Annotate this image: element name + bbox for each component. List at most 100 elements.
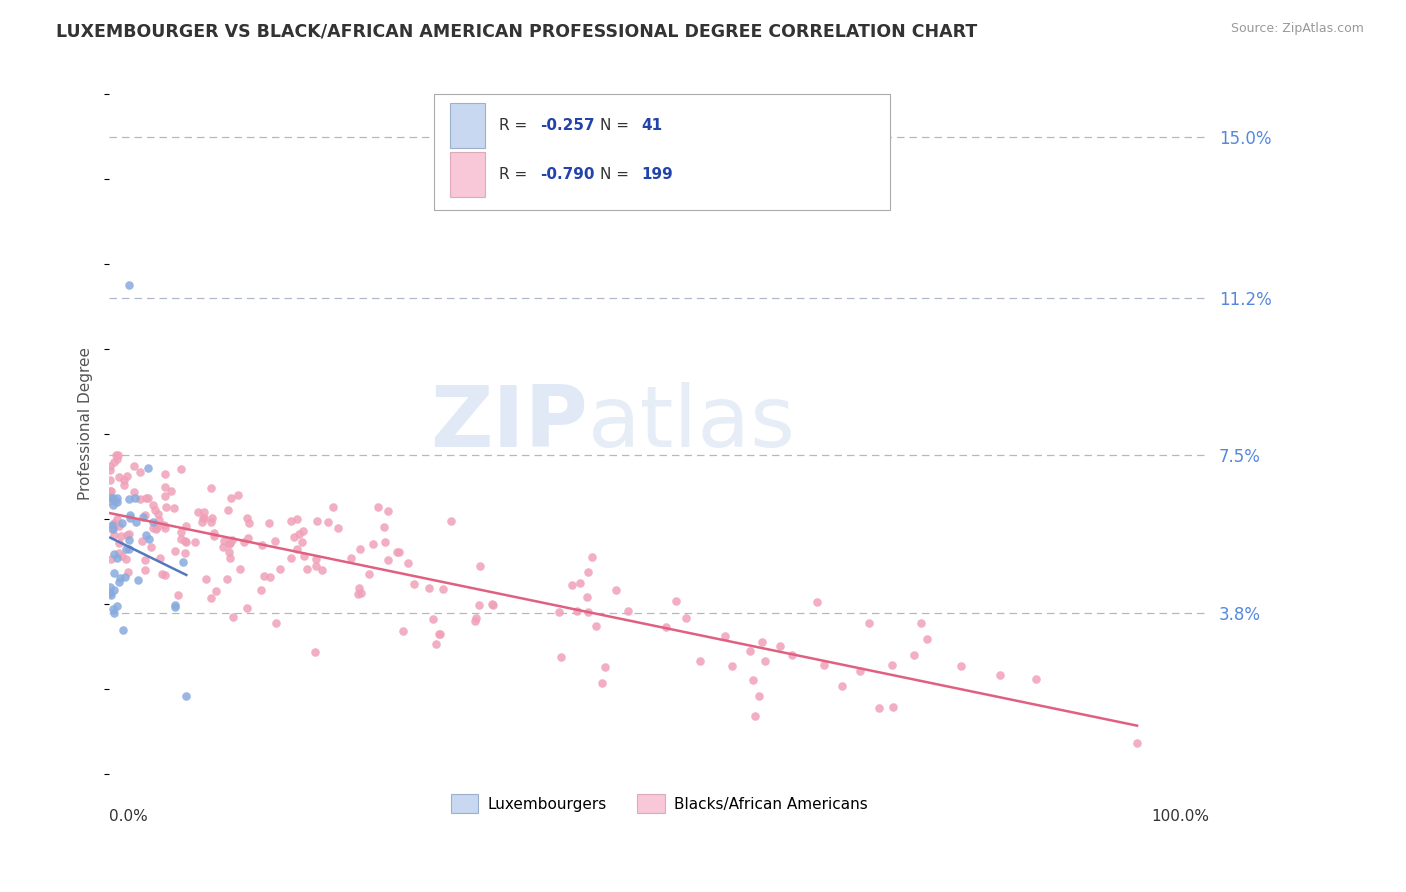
Point	[101, 498, 124, 512]
Point	[103, 566, 125, 580]
Point	[714, 629, 737, 643]
Point	[219, 535, 242, 549]
Point	[581, 549, 603, 564]
FancyBboxPatch shape	[450, 103, 485, 148]
Point	[118, 278, 141, 293]
Point	[754, 654, 776, 668]
Point	[910, 616, 932, 631]
Point	[285, 542, 308, 557]
Point	[468, 558, 491, 573]
Point	[396, 556, 419, 570]
Point	[211, 541, 233, 555]
Point	[173, 533, 195, 548]
Point	[134, 553, 156, 567]
Point	[129, 492, 152, 507]
Point	[304, 645, 326, 659]
Point	[288, 527, 311, 541]
Point	[280, 550, 302, 565]
Point	[236, 532, 259, 546]
Point	[142, 516, 165, 530]
Point	[103, 517, 125, 532]
Point	[418, 581, 440, 595]
Point	[813, 658, 835, 673]
Point	[153, 517, 176, 532]
Point	[221, 533, 243, 547]
Point	[848, 664, 870, 678]
Point	[153, 567, 176, 582]
Point	[377, 553, 399, 567]
Point	[166, 588, 188, 602]
Point	[108, 536, 131, 550]
Point	[148, 513, 170, 527]
Point	[292, 524, 315, 539]
Point	[118, 510, 141, 524]
Point	[205, 584, 228, 599]
Point	[184, 534, 207, 549]
Point	[135, 491, 157, 505]
Text: ZIP: ZIP	[430, 382, 588, 465]
Point	[769, 639, 792, 653]
Text: R =: R =	[499, 167, 531, 182]
Point	[100, 484, 122, 499]
Point	[349, 581, 371, 595]
Text: atlas: atlas	[588, 382, 796, 465]
Point	[550, 649, 572, 664]
Point	[264, 616, 287, 631]
Point	[107, 449, 129, 463]
Point	[114, 570, 136, 584]
Point	[118, 492, 141, 507]
Point	[425, 637, 447, 651]
Point	[689, 654, 711, 668]
Point	[576, 606, 599, 620]
Text: 199: 199	[641, 167, 673, 182]
Point	[585, 618, 607, 632]
Point	[263, 534, 285, 549]
Point	[200, 511, 222, 525]
Point	[170, 524, 193, 539]
Point	[751, 635, 773, 649]
Point	[212, 534, 235, 549]
Point	[100, 491, 122, 505]
Point	[742, 673, 765, 688]
Point	[174, 519, 197, 533]
Point	[176, 689, 198, 703]
Point	[259, 570, 281, 584]
Point	[98, 484, 121, 499]
Point	[138, 532, 160, 546]
Text: 41: 41	[641, 118, 662, 133]
Point	[359, 566, 381, 581]
Point	[285, 512, 308, 526]
Point	[305, 559, 328, 574]
Point	[134, 564, 156, 578]
Point	[374, 534, 396, 549]
Point	[160, 483, 183, 498]
Point	[191, 511, 214, 525]
FancyBboxPatch shape	[450, 152, 485, 197]
Point	[616, 604, 638, 618]
Point	[259, 516, 281, 531]
Point	[163, 543, 186, 558]
Point	[569, 576, 592, 591]
Point	[101, 491, 124, 505]
Point	[170, 462, 193, 476]
Point	[291, 535, 314, 549]
Point	[593, 660, 616, 674]
Point	[112, 474, 135, 488]
Point	[115, 469, 138, 483]
Y-axis label: Professional Degree: Professional Degree	[79, 347, 93, 500]
Point	[108, 574, 131, 589]
Point	[350, 586, 373, 600]
Point	[124, 491, 146, 505]
Point	[903, 648, 925, 662]
Point	[305, 551, 328, 566]
Point	[103, 547, 125, 561]
Point	[136, 461, 159, 475]
Point	[143, 502, 166, 516]
Point	[250, 582, 273, 597]
Point	[949, 659, 972, 673]
Point	[105, 551, 128, 566]
Point	[988, 668, 1011, 682]
Point	[103, 582, 125, 597]
Point	[153, 467, 176, 482]
Point	[561, 578, 583, 592]
